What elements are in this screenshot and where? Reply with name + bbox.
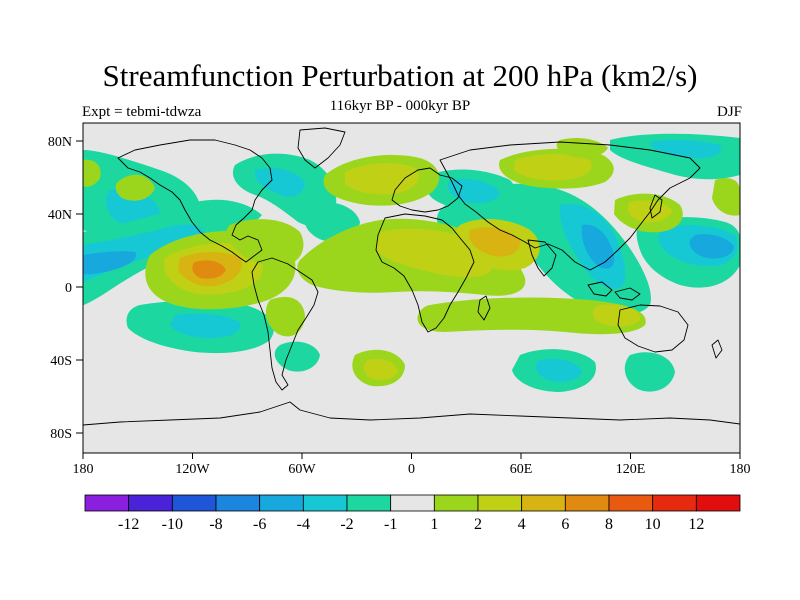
colorbar-swatch xyxy=(652,494,697,512)
x-tick-label: 60W xyxy=(288,462,316,477)
y-tick-labels: 80N 40N 0 40S 80S xyxy=(48,135,72,442)
positive-region-west-edge xyxy=(83,159,101,187)
colorbar-label: -1 xyxy=(384,516,397,533)
negative-region-west-band-deep xyxy=(83,251,136,275)
positive-region-east-edge xyxy=(712,178,740,216)
anomaly-field xyxy=(83,133,740,392)
colorbar-swatch xyxy=(390,494,435,512)
colorbar-swatch xyxy=(564,494,610,512)
colorbar xyxy=(84,494,741,512)
y-tick-label: 80S xyxy=(50,427,72,442)
coastline-asia xyxy=(439,141,701,271)
x-tick-label: 0 xyxy=(408,462,415,477)
colorbar-label: 1 xyxy=(430,516,438,533)
y-axis xyxy=(76,140,83,434)
coastline-south-america xyxy=(251,257,319,391)
colorbar-label: -12 xyxy=(118,516,139,533)
colorbar-swatch xyxy=(477,494,523,512)
colorbar-swatch xyxy=(84,494,130,512)
y-tick-label: 40S xyxy=(50,354,72,369)
season-label: DJF xyxy=(716,104,742,120)
negative-region-dateline-deep xyxy=(689,234,734,259)
negative-region-south-ocean-east xyxy=(624,352,675,392)
map-title: Streamfunction Perturbation at 200 hPa (… xyxy=(102,58,698,93)
negative-region-north-atlantic-core xyxy=(254,168,305,197)
y-tick-label: 0 xyxy=(65,281,72,296)
x-tick-label: 60E xyxy=(510,462,533,477)
colorbar-swatch xyxy=(128,494,173,512)
colorbar-label: 6 xyxy=(561,516,569,533)
colorbar-swatch xyxy=(433,494,479,512)
negative-region-south-ocean-center-core xyxy=(535,358,582,382)
coastline-antarctica xyxy=(83,401,740,426)
x-tick-label: 120E xyxy=(616,462,646,477)
coastline-europe xyxy=(391,167,463,213)
positive-region-arabia-high xyxy=(469,227,521,257)
x-tick-label: 180 xyxy=(73,462,94,477)
x-tick-label: 180 xyxy=(730,462,751,477)
colorbar-swatch xyxy=(302,494,348,512)
x-axis xyxy=(82,453,741,459)
coastline-india xyxy=(527,239,557,277)
coastline-africa xyxy=(375,213,475,333)
colorbar-label: -6 xyxy=(253,516,266,533)
coastline-madagascar xyxy=(477,295,491,321)
coastline-australia xyxy=(617,304,689,353)
colorbar-swatch xyxy=(346,494,392,512)
y-tick-label: 80N xyxy=(48,135,72,150)
positive-region-north-central-pacific xyxy=(115,174,155,201)
positive-region-indian-ocean-mid xyxy=(592,304,641,327)
colorbar-label: -8 xyxy=(209,516,222,533)
positive-region-europe-mid xyxy=(345,163,419,195)
positive-region-south-pacific-east-mid xyxy=(363,358,398,380)
coastline-north-america xyxy=(117,139,273,263)
colorbar-swatch xyxy=(521,494,566,512)
colorbar-label: 8 xyxy=(605,516,613,533)
coastline-japan xyxy=(649,194,663,219)
colorbar-swatch xyxy=(608,494,654,512)
negative-region-asia-pacific-deep xyxy=(581,224,615,269)
x-tick-label: 120W xyxy=(175,462,210,477)
colorbar-label: 2 xyxy=(474,516,482,533)
colorbar-swatch xyxy=(695,494,741,512)
positive-region-indian-ocean xyxy=(417,297,646,335)
positive-region-caribbean xyxy=(226,219,304,267)
y-tick-label: 40N xyxy=(48,208,72,223)
colorbar-label: -2 xyxy=(340,516,353,533)
negative-region-south-pacific-core xyxy=(170,313,241,338)
colorbar-label: 10 xyxy=(645,516,661,533)
positive-region-south-america xyxy=(265,296,305,337)
colorbar-swatch xyxy=(171,494,217,512)
experiment-label: Expt = tebmi-tdwza xyxy=(82,104,202,120)
colorbar-label: -4 xyxy=(297,516,310,533)
colorbar-labels: -12 -10 -8 -6 -4 -2 -1 1 2 4 6 8 10 12 xyxy=(118,516,704,533)
coastline-new-zealand xyxy=(711,339,723,359)
positive-region-siberia-mid xyxy=(514,154,592,181)
negative-region-south-atlantic xyxy=(274,341,320,372)
positive-region-east-pacific-peak xyxy=(192,260,226,279)
period-label: 116kyr BP - 000kyr BP xyxy=(329,98,471,114)
colorbar-label: -10 xyxy=(162,516,183,533)
colorbar-swatch xyxy=(259,494,304,512)
coastline-greenland xyxy=(297,127,346,169)
colorbar-label: 12 xyxy=(688,516,704,533)
negative-region-north-pacific-core xyxy=(106,188,160,225)
coastlines xyxy=(83,127,740,426)
colorbar-swatch xyxy=(215,494,261,512)
x-tick-labels: 180 120W 60W 0 60E 120E 180 xyxy=(73,462,751,477)
colorbar-label: 4 xyxy=(518,516,526,533)
coastline-indonesia xyxy=(587,281,641,301)
